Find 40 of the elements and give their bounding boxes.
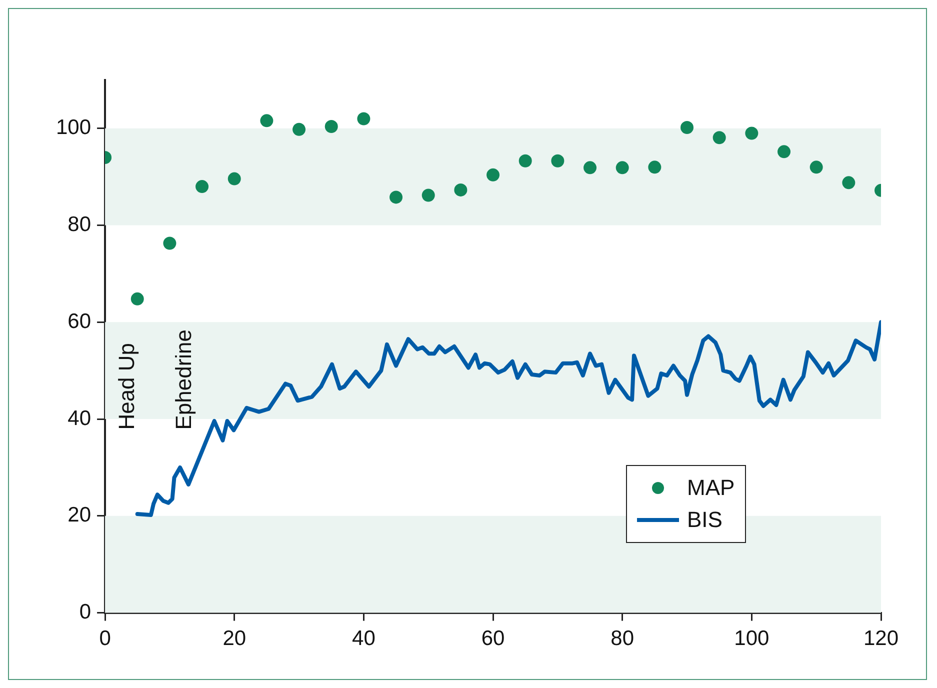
y-tick-label: 60 [68, 310, 92, 333]
y-tick-label: 80 [68, 213, 92, 236]
legend-label: MAP [687, 474, 735, 501]
point [616, 161, 629, 174]
x-tick-label: 20 [222, 627, 246, 650]
x-tick-label: 80 [610, 627, 634, 650]
x-tick-label: 40 [352, 627, 376, 650]
point [292, 122, 306, 136]
annotation: Ephedrine [171, 329, 196, 430]
point [163, 236, 176, 250]
point [357, 112, 370, 126]
point [260, 114, 274, 128]
point [324, 120, 338, 133]
point [130, 292, 144, 306]
y-tick-label: 0 [79, 600, 92, 624]
point [648, 160, 662, 174]
annotation: Head Up [114, 342, 140, 430]
point [422, 188, 435, 202]
point [551, 154, 564, 168]
x-tick-label: 100 [734, 627, 770, 650]
point [518, 154, 532, 168]
legend-label: BIS [687, 506, 722, 533]
point [745, 126, 758, 140]
point [454, 183, 468, 196]
point [810, 160, 823, 174]
x-tick-label: 0 [99, 627, 111, 650]
point [196, 180, 209, 194]
point [842, 176, 856, 190]
y-tick-label: 40 [68, 406, 92, 430]
point [778, 145, 791, 158]
x-tick-label: 60 [481, 627, 505, 650]
point [486, 168, 500, 182]
point [680, 120, 694, 134]
point [390, 190, 403, 204]
point [228, 172, 241, 186]
x-tick-label: 120 [863, 627, 899, 650]
point [712, 131, 726, 144]
y-tick-label: 100 [56, 116, 92, 140]
y-tick-label: 20 [68, 504, 92, 527]
point [584, 161, 597, 174]
